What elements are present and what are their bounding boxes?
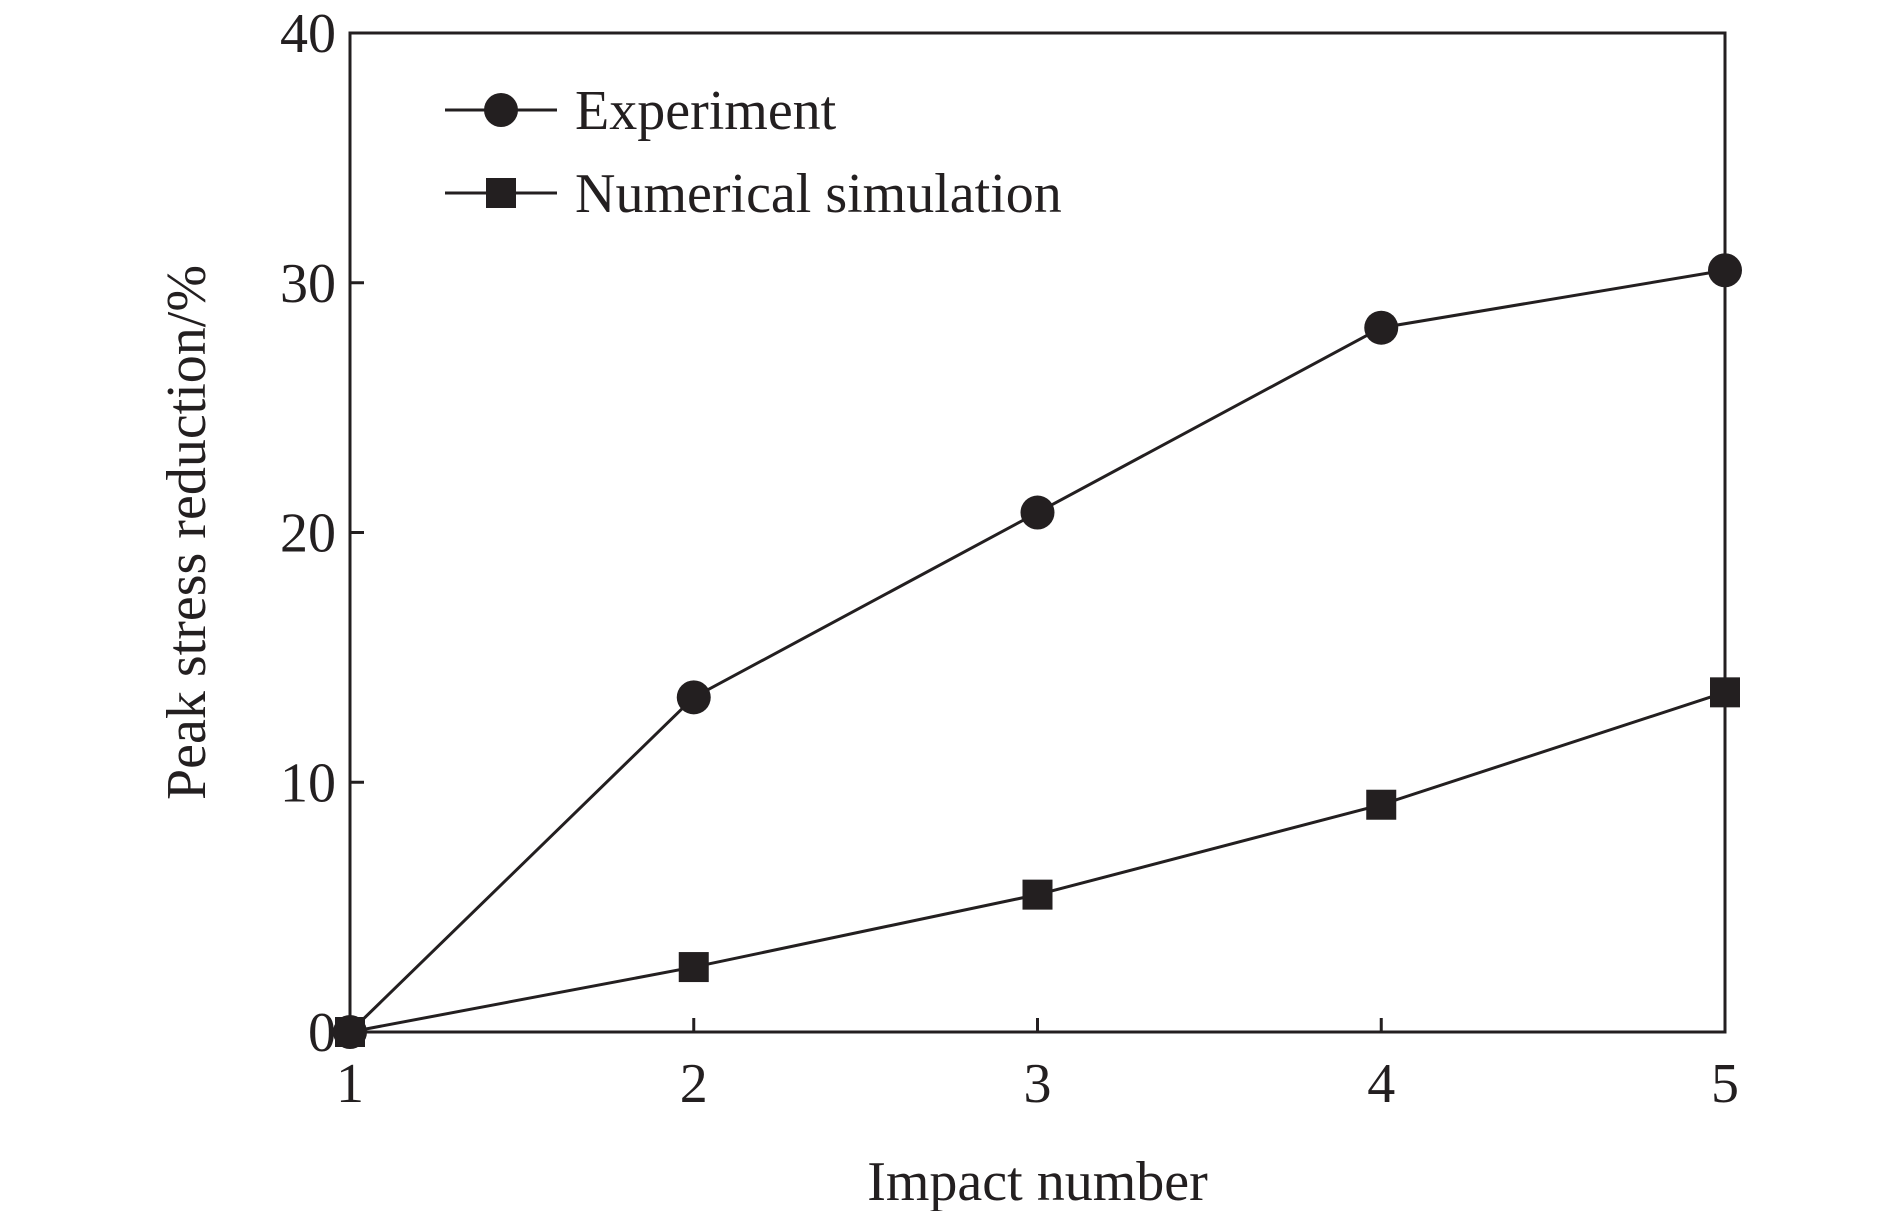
series-line-numerical-simulation — [349, 690, 1726, 1034]
legend-item-numerical-simulation: Numerical simulation — [445, 163, 1062, 225]
y-tick-label: 10 — [280, 752, 336, 814]
series-numerical-simulation — [335, 677, 1740, 1047]
legend-marker — [484, 93, 518, 127]
legend-label: Numerical simulation — [575, 163, 1062, 225]
legend-marker — [486, 178, 516, 208]
x-tick-label: 2 — [680, 1053, 708, 1115]
x-axis-title: Impact number — [867, 1151, 1208, 1211]
data-point-numerical-simulation — [1366, 789, 1397, 820]
y-tick-label: 40 — [280, 3, 336, 65]
y-tick-label: 20 — [280, 503, 336, 565]
series-line-experiment — [348, 268, 1726, 1034]
data-point-experiment — [676, 680, 711, 715]
plot-area — [333, 253, 1742, 1049]
data-point-numerical-simulation — [678, 952, 709, 983]
x-tick-label: 5 — [1711, 1053, 1739, 1115]
legend-item-experiment: Experiment — [445, 80, 837, 142]
data-point-experiment — [1020, 495, 1055, 530]
x-tick-label: 3 — [1024, 1053, 1052, 1115]
axes: 1 2 3 4 5 0 10 20 30 40 — [280, 3, 1739, 1115]
y-tick-label: 30 — [280, 253, 336, 315]
data-point-numerical-simulation — [1022, 879, 1053, 910]
data-point-experiment — [1364, 310, 1399, 345]
y-tick-label: 0 — [308, 1002, 336, 1064]
series-experiment — [333, 253, 1742, 1049]
y-axis-title: Peak stress reduction/% — [156, 265, 218, 800]
legend-label: Experiment — [575, 80, 837, 142]
x-tick-label: 4 — [1367, 1053, 1395, 1115]
x-tick-label: 1 — [336, 1053, 364, 1115]
legend: Experiment Numerical simulation — [445, 80, 1062, 225]
